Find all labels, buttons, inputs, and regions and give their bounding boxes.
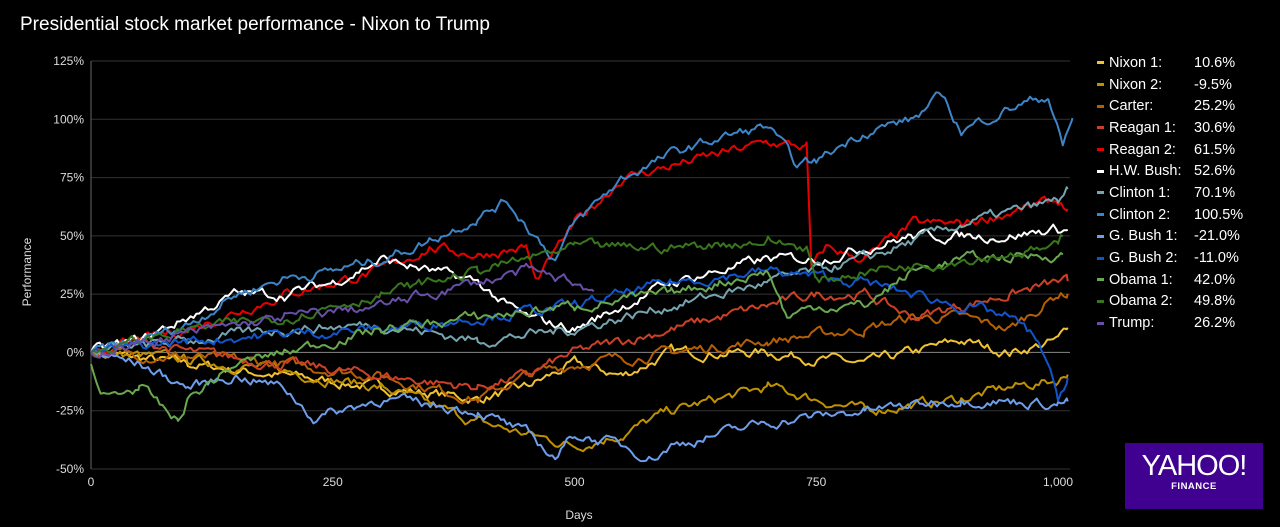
- legend-item: Carter: 25.2%: [1097, 95, 1243, 117]
- legend-value: 100.5%: [1194, 206, 1244, 223]
- x-tick-label: 750: [806, 475, 826, 489]
- y-tick-label: -50%: [56, 462, 84, 476]
- x-axis-label: Days: [565, 508, 592, 522]
- series-line-g-bush-2: [90, 266, 1069, 402]
- legend-item: G. Bush 1: -21.0%: [1097, 226, 1243, 248]
- legend-swatch: [1097, 169, 1104, 173]
- legend-label: Obama 1:: [1109, 271, 1173, 288]
- legend-item: Reagan 1: 30.6%: [1097, 117, 1243, 139]
- legend-value: 49.8%: [1194, 293, 1236, 310]
- legend-swatch: [1097, 83, 1104, 87]
- legend-item: Clinton 2: 100.5%: [1097, 204, 1243, 226]
- legend-label: Trump:: [1109, 315, 1155, 332]
- legend-value: 26.2%: [1194, 315, 1236, 332]
- x-tick-label: 0: [88, 475, 95, 489]
- series-line-clinton-1: [90, 186, 1069, 356]
- y-tick-label: -25%: [56, 404, 84, 418]
- chart-title: Presidential stock market performance - …: [20, 14, 490, 35]
- x-tick-label: 500: [564, 475, 584, 489]
- legend-item: Clinton 1: 70.1%: [1097, 182, 1243, 204]
- legend-value: 25.2%: [1194, 98, 1236, 115]
- series-line-clinton-2: [90, 91, 1074, 354]
- legend-swatch: [1097, 256, 1104, 260]
- logo-brand: YAHOO!: [1141, 450, 1248, 482]
- legend-value: 10.6%: [1194, 54, 1236, 71]
- legend-swatch: [1097, 191, 1104, 195]
- series-line-trump: [90, 262, 595, 359]
- legend-item: Obama 2: 49.8%: [1097, 291, 1243, 313]
- legend-swatch: [1097, 321, 1104, 325]
- legend-value: -9.5%: [1194, 76, 1232, 93]
- line-chart: -50% -25% 0% 25% 50% 75% 100% 125% 0 250 500 750 1,0…: [20, 54, 1074, 522]
- legend-swatch: [1097, 61, 1104, 65]
- y-tick-label: 75%: [60, 171, 84, 185]
- legend-value: 30.6%: [1194, 119, 1236, 136]
- series-line-obama-1: [90, 249, 1064, 422]
- x-tick-label: 1,000: [1043, 475, 1073, 489]
- legend-value: 70.1%: [1194, 184, 1236, 201]
- legend-label: Nixon 2:: [1109, 76, 1163, 93]
- legend-value: -11.0%: [1194, 250, 1239, 267]
- legend-label: Reagan 2:: [1109, 141, 1176, 158]
- legend-item: Reagan 2: 61.5%: [1097, 139, 1243, 161]
- legend-value: -21.0%: [1194, 228, 1240, 245]
- legend-label: Clinton 1:: [1109, 184, 1171, 201]
- legend-label: Clinton 2:: [1109, 206, 1171, 223]
- legend-item: Nixon 2: -9.5%: [1097, 74, 1243, 96]
- legend-swatch: [1097, 234, 1104, 238]
- legend-label: G. Bush 2:: [1109, 250, 1178, 267]
- legend-item: Nixon 1: 10.6%: [1097, 52, 1243, 74]
- logo-sub: FINANCE: [1171, 481, 1217, 492]
- series-line-h-w-bush: [90, 223, 1069, 353]
- series-line-obama-2: [90, 234, 1064, 354]
- legend-label: Nixon 1:: [1109, 54, 1163, 71]
- yahoo-finance-logo: YAHOO! FINANCE: [1125, 443, 1263, 509]
- legend-swatch: [1097, 148, 1104, 152]
- y-tick-label: 25%: [60, 287, 84, 301]
- legend-label: H.W. Bush:: [1109, 163, 1182, 180]
- legend-item: H.W. Bush: 52.6%: [1097, 160, 1243, 182]
- legend-value: 52.6%: [1194, 163, 1236, 180]
- legend-item: Trump: 26.2%: [1097, 312, 1243, 334]
- series-line-reagan-2: [90, 139, 1069, 357]
- series-line-reagan-1: [90, 273, 1069, 391]
- legend-swatch: [1097, 104, 1104, 108]
- series-line-nixon-1: [90, 327, 1069, 404]
- series-line-g-bush-1: [90, 350, 1069, 463]
- legend-swatch: [1097, 278, 1104, 282]
- legend-value: 42.0%: [1194, 271, 1236, 288]
- y-tick-label: 100%: [53, 112, 84, 126]
- legend-swatch: [1097, 213, 1104, 217]
- legend-label: Reagan 1:: [1109, 119, 1176, 136]
- y-tick-label: 50%: [60, 229, 84, 243]
- x-tick-label: 250: [323, 475, 343, 489]
- legend: Nixon 1: 10.6% Nixon 2: -9.5% Carter: 25.2% Re…: [1097, 52, 1243, 334]
- series-line-carter: [90, 292, 1069, 405]
- legend-label: Obama 2:: [1109, 293, 1173, 310]
- y-tick-label: 125%: [53, 54, 84, 68]
- legend-label: Carter:: [1109, 98, 1154, 115]
- y-tick-label: 0%: [67, 345, 85, 359]
- legend-swatch: [1097, 299, 1104, 303]
- legend-item: Obama 1: 42.0%: [1097, 269, 1243, 291]
- legend-label: G. Bush 1:: [1109, 228, 1178, 245]
- legend-swatch: [1097, 126, 1104, 130]
- legend-item: G. Bush 2: -11.0%: [1097, 247, 1243, 269]
- legend-value: 61.5%: [1194, 141, 1236, 158]
- y-axis-label: Performance: [20, 237, 34, 306]
